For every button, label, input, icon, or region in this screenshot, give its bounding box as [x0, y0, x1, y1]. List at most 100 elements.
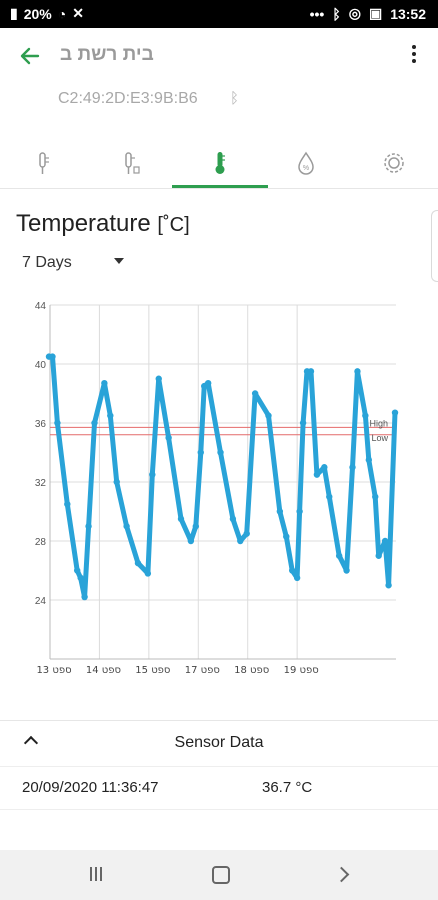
app-bar: בית רשת ב C2:49:2D:E3:9B:B6 ᛒ — [0, 28, 438, 138]
data-point — [107, 412, 114, 419]
recent-apps-icon[interactable] — [90, 867, 102, 881]
data-point — [149, 471, 156, 478]
data-point — [343, 567, 350, 574]
data-point — [197, 449, 204, 456]
tab-temperature[interactable] — [172, 138, 268, 188]
tab-bar: % — [0, 138, 438, 189]
data-point — [307, 368, 315, 375]
data-point — [349, 464, 356, 471]
sensor-data-row: 20/09/2020 11:36:47 36.7 °C — [0, 766, 438, 810]
tab-dual-probe[interactable] — [87, 138, 174, 188]
y-tick-label: 44 — [35, 301, 47, 312]
drawer-handle[interactable] — [431, 210, 438, 282]
data-point — [81, 593, 88, 601]
home-icon[interactable] — [212, 866, 230, 884]
y-tick-label: 40 — [35, 360, 47, 371]
data-point — [229, 515, 237, 523]
data-point — [243, 530, 250, 537]
wifi-icon: ◔ — [57, 5, 67, 22]
x-tick-label: 13 ספט — [36, 665, 71, 676]
page-title: Temperature [˚C] — [16, 210, 190, 238]
data-point — [144, 570, 152, 577]
data-point — [91, 419, 98, 427]
mute-icon: ✕ — [72, 5, 84, 21]
data-point — [251, 390, 259, 397]
data-point — [375, 552, 382, 559]
more-options-icon[interactable] — [404, 42, 424, 68]
page-title-text: Temperature — [16, 210, 151, 237]
data-point — [165, 434, 172, 441]
dropdown-caret-icon[interactable] — [114, 258, 124, 264]
data-point — [362, 412, 369, 419]
data-point — [335, 552, 343, 559]
back-arrow-icon[interactable] — [18, 44, 42, 68]
whatsapp-icon: ◎ — [348, 5, 361, 21]
probe-thermometer-icon — [38, 152, 49, 174]
nav-forward-icon[interactable] — [333, 866, 350, 883]
data-point — [113, 478, 120, 486]
status-bar: ▮ 20% ◔ ✕ ••• ᛒ ◎ ▣ 13:52 — [0, 0, 438, 28]
tab-temperature-probe[interactable] — [0, 138, 87, 188]
sensor-data-header[interactable]: Sensor Data — [0, 722, 438, 766]
data-point — [385, 582, 392, 589]
data-point — [321, 464, 328, 471]
sensor-timestamp: 20/09/2020 11:36:47 — [22, 779, 159, 796]
tab-settings[interactable] — [350, 138, 437, 188]
bluetooth-status-icon: ᛒ — [332, 5, 341, 22]
y-tick-label: 36 — [35, 419, 47, 430]
x-tick-label: 19 ספט — [284, 665, 319, 676]
data-point — [49, 353, 56, 360]
data-point — [101, 379, 108, 387]
unit-label: [˚C] — [157, 214, 190, 236]
gear-icon — [383, 153, 404, 173]
threshold-label: Low — [371, 433, 388, 443]
data-point — [265, 412, 272, 419]
data-point — [391, 409, 399, 416]
data-point — [187, 537, 195, 545]
data-point — [296, 508, 303, 515]
x-tick-label: 18 ספט — [234, 665, 269, 676]
temperature-chart: 44 40 36 32 28 24 13 ספט 14 ספט 15 ספט 17 ספט 18 ס… — [35, 301, 399, 676]
data-point — [177, 515, 185, 523]
data-point — [313, 471, 321, 478]
data-point — [85, 523, 92, 530]
data-point — [289, 567, 296, 574]
time-range-dropdown[interactable]: 7 Days — [22, 254, 72, 271]
data-point — [365, 456, 373, 464]
data-point — [326, 493, 333, 500]
data-point — [217, 449, 224, 456]
battery-icon: ▮ — [10, 5, 18, 21]
active-tab-indicator — [172, 185, 268, 188]
bluetooth-icon: ᛒ — [230, 90, 240, 107]
data-point — [134, 559, 142, 567]
battery-level: 20% — [23, 5, 52, 22]
device-title: בית רשת ב — [60, 44, 154, 65]
sensor-value: 36.7 °C — [262, 779, 313, 796]
series-line — [46, 354, 398, 600]
data-point — [64, 500, 71, 508]
data-point — [237, 537, 244, 545]
data-point — [77, 574, 84, 582]
data-point — [192, 523, 200, 530]
threshold-label: High — [369, 418, 388, 428]
data-point — [54, 419, 61, 427]
x-tick-label: 15 ספט — [135, 665, 170, 676]
y-tick-label: 32 — [35, 478, 47, 489]
data-point — [354, 368, 361, 375]
gallery-icon: ▣ — [368, 5, 383, 21]
data-point — [381, 537, 389, 545]
dual-probe-icon — [124, 152, 140, 174]
data-point — [372, 493, 379, 500]
data-point — [155, 375, 162, 382]
clock: 13:52 — [390, 5, 426, 22]
thermometer-icon — [215, 152, 225, 174]
tab-humidity[interactable]: % — [262, 138, 349, 188]
data-point — [123, 523, 130, 530]
data-point — [276, 508, 284, 515]
section-divider — [0, 720, 438, 721]
data-point — [73, 567, 81, 574]
data-point — [204, 379, 212, 387]
more-notifications-icon: ••• — [309, 5, 325, 22]
data-point — [293, 574, 301, 582]
x-tick-label: 17 ספט — [185, 665, 220, 676]
